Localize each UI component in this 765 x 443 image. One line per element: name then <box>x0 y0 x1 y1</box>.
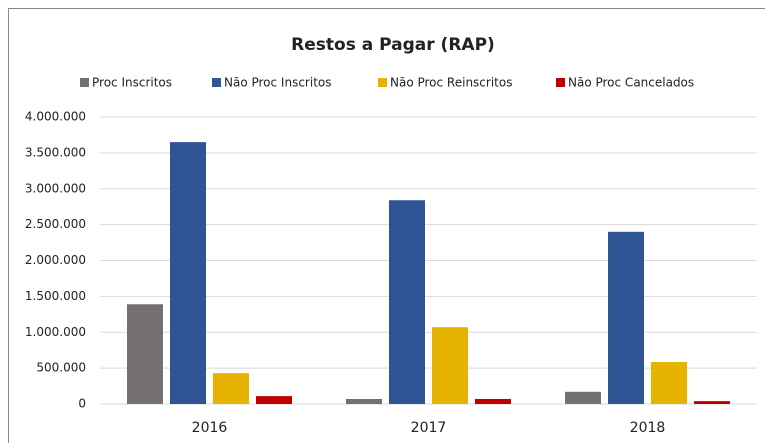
bar <box>475 398 511 404</box>
y-tick-label: 2.000.000 <box>25 253 86 267</box>
y-tick-label: 4.000.000 <box>25 110 86 124</box>
bar <box>694 401 730 404</box>
legend-label: Não Proc Inscritos <box>224 76 332 90</box>
bar <box>565 391 601 404</box>
chart-title: Restos a Pagar (RAP) <box>291 35 495 55</box>
legend-swatch <box>378 78 387 87</box>
x-tick-label: 2018 <box>630 420 666 436</box>
x-tick-label: 2017 <box>411 420 447 436</box>
bar <box>389 200 425 404</box>
legend-label: Proc Inscritos <box>92 76 172 90</box>
y-tick-label: 3.000.000 <box>25 181 86 195</box>
y-tick-label: 500.000 <box>36 361 86 375</box>
y-tick-label: 1.000.000 <box>25 325 86 339</box>
bar <box>432 327 468 404</box>
y-tick-label: 2.500.000 <box>25 217 86 231</box>
legend-label: Não Proc Reinscritos <box>390 76 512 90</box>
bar <box>346 398 382 404</box>
bar <box>213 373 249 404</box>
legend-label: Não Proc Cancelados <box>568 76 694 90</box>
bar <box>651 362 687 404</box>
x-tick-label: 2016 <box>192 420 228 436</box>
bar <box>127 304 163 404</box>
y-tick-label: 3.500.000 <box>25 145 86 159</box>
legend-swatch <box>212 78 221 87</box>
legend-swatch <box>556 78 565 87</box>
y-tick-label: 1.500.000 <box>25 289 86 303</box>
bar <box>170 142 206 405</box>
legend-swatch <box>80 78 89 87</box>
y-tick-label: 0 <box>78 397 86 411</box>
bar <box>608 231 644 404</box>
bar <box>256 396 292 404</box>
